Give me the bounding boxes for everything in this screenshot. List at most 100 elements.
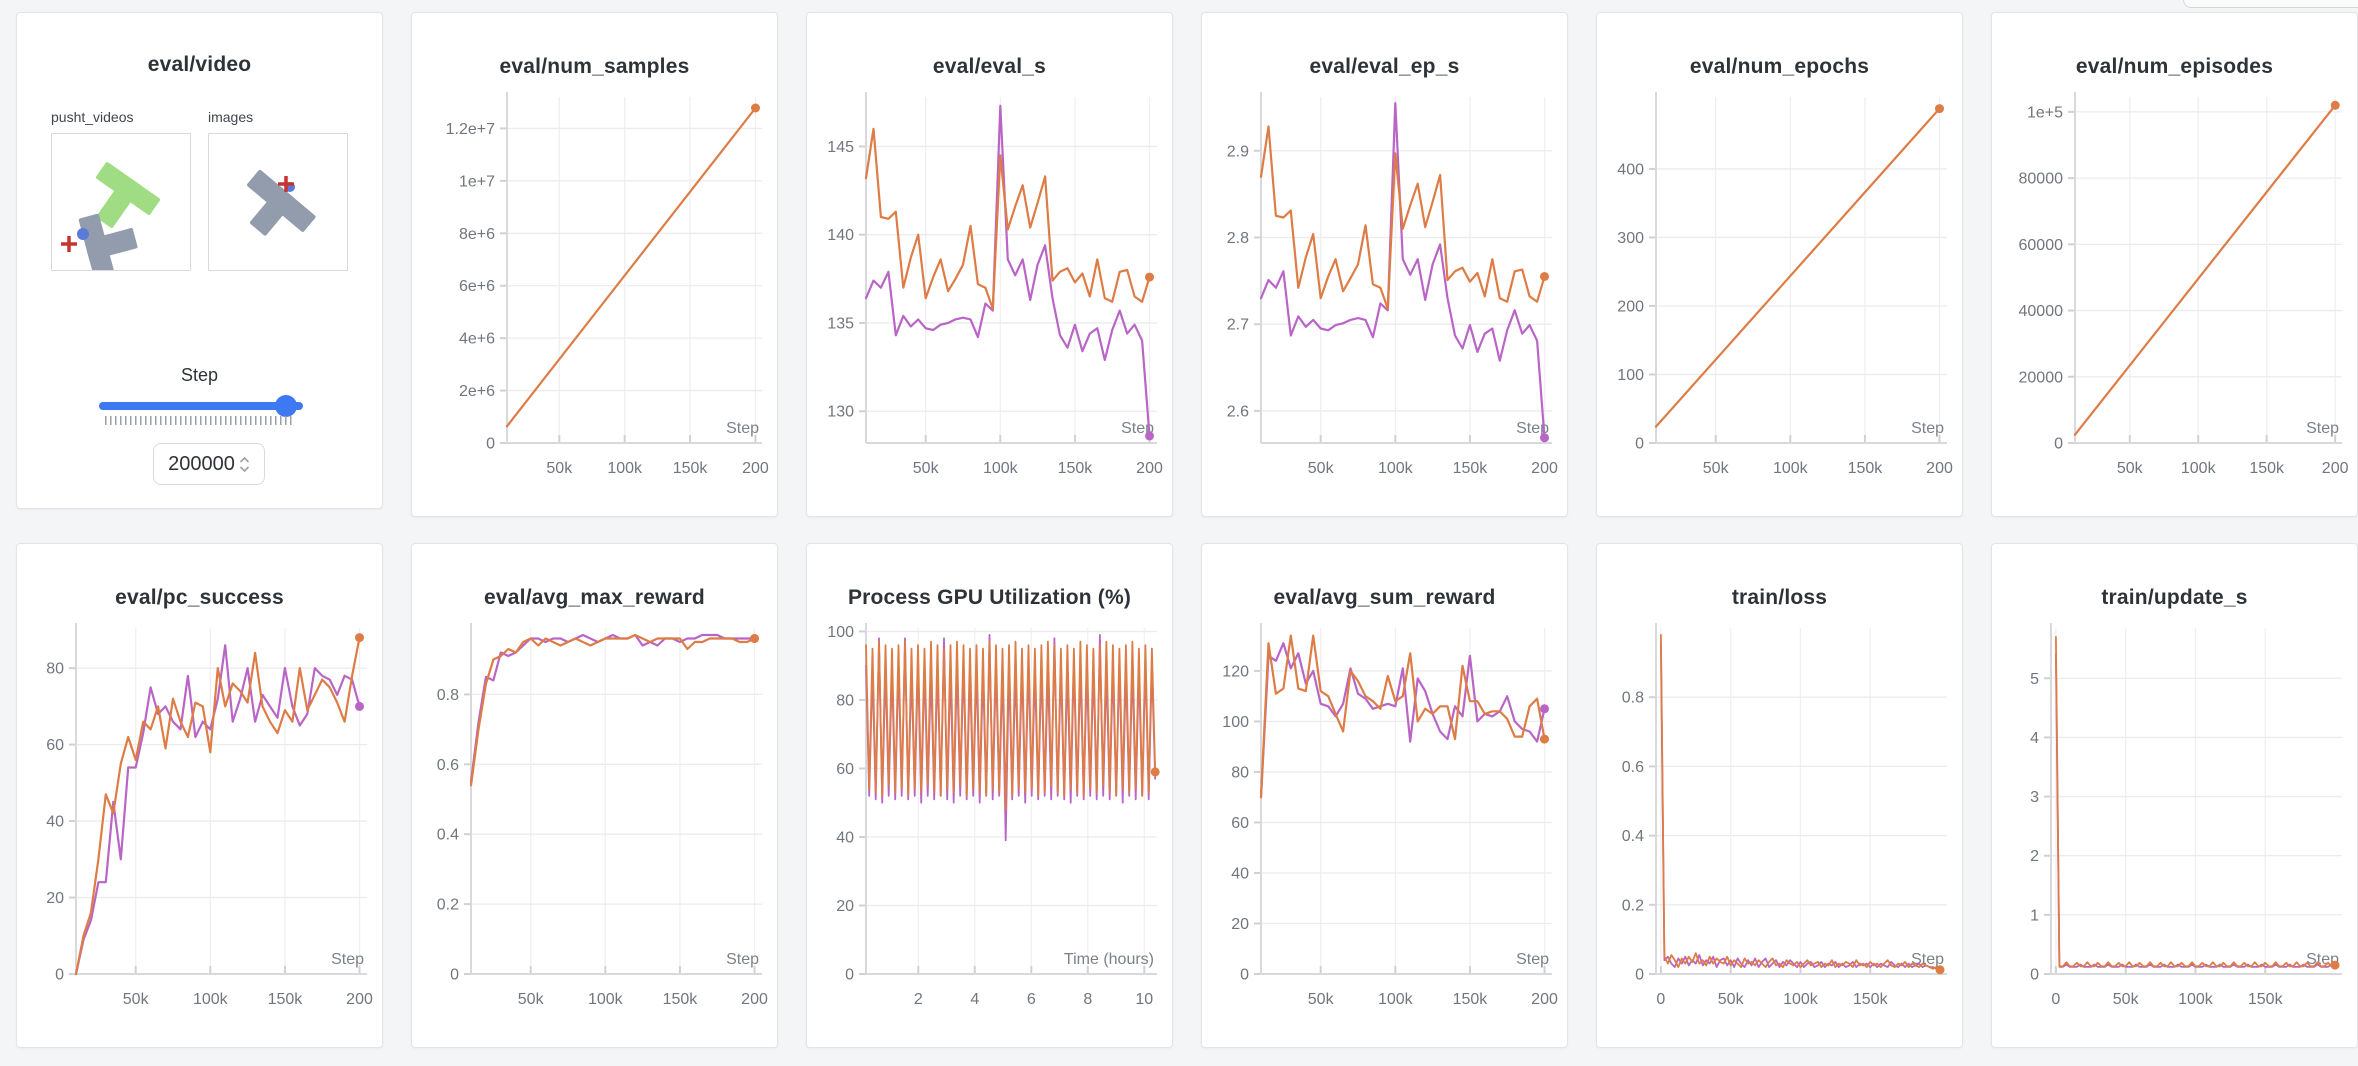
svg-text:150k: 150k — [663, 991, 699, 1008]
svg-text:200: 200 — [1617, 298, 1644, 315]
svg-text:130: 130 — [827, 404, 854, 421]
svg-text:1.2e+7: 1.2e+7 — [446, 121, 495, 138]
svg-text:20: 20 — [1231, 916, 1249, 933]
svg-text:40: 40 — [46, 814, 64, 831]
svg-text:120: 120 — [1222, 663, 1249, 680]
svg-text:2: 2 — [2030, 848, 2039, 865]
svg-text:4e+6: 4e+6 — [459, 331, 495, 348]
chart-title: eval/avg_sum_reward — [1273, 586, 1496, 609]
svg-text:0: 0 — [486, 436, 495, 453]
chart-plot[interactable]: 50k 100k 150k 200 0 20 40 60 80 Step — [20, 616, 379, 1028]
target-cross — [278, 176, 294, 192]
svg-text:100k: 100k — [588, 991, 624, 1008]
svg-text:100k: 100k — [193, 991, 229, 1008]
stepper-arrows[interactable] — [239, 456, 250, 473]
svg-text:0: 0 — [845, 967, 854, 984]
chart-panel-eval-pc-success: eval/pc_success 50k 100k 150k 200 0 20 40 60 80 S… — [16, 543, 383, 1048]
video-thumbnail-pusht[interactable] — [51, 133, 191, 283]
chart-title: eval/eval_s — [932, 55, 1047, 78]
chart-title: Process GPU Utilization (%) — [847, 586, 1132, 609]
chart-panel-process-gpu-utilization: Process GPU Utilization (%) 2 4 6 8 10 0 20 40 6… — [806, 543, 1173, 1048]
svg-text:100k: 100k — [2181, 460, 2217, 477]
chart-title: eval/pc_success — [115, 586, 284, 609]
svg-text:150k: 150k — [268, 991, 304, 1008]
svg-text:200: 200 — [346, 991, 373, 1008]
svg-text:Step: Step — [726, 420, 759, 437]
svg-text:200: 200 — [741, 991, 768, 1008]
slider-track[interactable] — [99, 402, 303, 410]
svg-text:100k: 100k — [607, 460, 643, 477]
svg-text:0.4: 0.4 — [1622, 828, 1644, 845]
svg-text:100k: 100k — [983, 460, 1019, 477]
svg-text:150k: 150k — [1453, 460, 1489, 477]
chart-panel-train-update-s: train/update_s 0 50k 100k 150k 0 1 2 3 4 5 Step — [1991, 543, 2358, 1048]
svg-text:150k: 150k — [2249, 460, 2285, 477]
svg-text:100k: 100k — [1773, 460, 1809, 477]
svg-text:0: 0 — [1656, 991, 1665, 1008]
step-value-input[interactable]: 200000 — [153, 443, 265, 485]
svg-text:20: 20 — [836, 898, 854, 915]
svg-text:135: 135 — [827, 315, 854, 332]
chevron-down-icon[interactable] — [239, 465, 250, 473]
slider-tick-marks — [105, 416, 295, 425]
chart-plot[interactable]: 50k 100k 150k 200 0 2e+6 4e+6 6e+6 8e+6 1e+7 1.2e+… — [415, 85, 774, 497]
svg-text:Step: Step — [2306, 420, 2339, 437]
chart-panel-eval-num-episodes: eval/num_episodes 50k 100k 150k 200 0 20000 40… — [1991, 12, 2358, 517]
chart-plot[interactable]: 50k 100k 150k 200 0 0.2 0.4 0.6 0.8 Step — [415, 616, 774, 1028]
chart-panel-eval-avg-sum-reward: eval/avg_sum_reward 50k 100k 150k 200 0 20 40 6… — [1201, 543, 1568, 1048]
panel-grid: eval/video pusht_videos — [16, 12, 2358, 1048]
svg-text:200: 200 — [742, 460, 769, 477]
svg-text:40: 40 — [836, 829, 854, 846]
svg-text:2.6: 2.6 — [1227, 403, 1249, 420]
target-cross — [61, 236, 77, 252]
chart-title: eval/num_samples — [499, 55, 690, 78]
svg-text:6e+6: 6e+6 — [459, 278, 495, 295]
images-scene — [247, 169, 316, 236]
svg-text:80: 80 — [1231, 764, 1249, 781]
svg-text:20: 20 — [46, 890, 64, 907]
chart-plot[interactable]: 50k 100k 150k 200 130 135 140 145 Step — [810, 85, 1169, 497]
svg-text:50k: 50k — [1703, 460, 1730, 477]
svg-text:Step: Step — [1911, 420, 1944, 437]
chart-panel-eval-avg-max-reward: eval/avg_max_reward 50k 100k 150k 200 0 0.2 0.… — [411, 543, 778, 1048]
step-slider-label: Step — [180, 365, 219, 385]
media-label-images: images — [208, 109, 254, 125]
svg-text:80: 80 — [836, 692, 854, 709]
svg-text:100: 100 — [1222, 714, 1249, 731]
svg-text:50k: 50k — [1718, 991, 1745, 1008]
chart-plot[interactable]: 50k 100k 150k 200 0 20 40 60 80 100 120 Step — [1205, 616, 1564, 1028]
svg-text:60000: 60000 — [2019, 237, 2064, 254]
step-slider[interactable] — [99, 395, 303, 417]
svg-text:200: 200 — [1531, 991, 1558, 1008]
gray-t-shape — [247, 169, 316, 236]
slider-knob[interactable] — [275, 395, 297, 417]
svg-text:50k: 50k — [123, 991, 150, 1008]
svg-text:0.2: 0.2 — [437, 897, 459, 914]
svg-text:2.7: 2.7 — [1227, 317, 1249, 334]
svg-text:0.6: 0.6 — [1622, 759, 1644, 776]
chevron-up-icon[interactable] — [239, 456, 250, 464]
svg-text:150k: 150k — [1453, 991, 1489, 1008]
svg-text:150k: 150k — [1848, 460, 1884, 477]
svg-text:145: 145 — [827, 139, 854, 156]
image-thumbnail[interactable] — [208, 133, 348, 271]
svg-text:300: 300 — [1617, 230, 1644, 247]
chart-panel-train-loss: train/loss 0 50k 100k 150k 0 0.2 0.4 0.6 0.8 Step — [1596, 543, 1963, 1048]
chart-plot[interactable]: 50k 100k 150k 200 0 100 200 300 400 Step — [1600, 85, 1959, 497]
chart-panel-eval-num-epochs: eval/num_epochs 50k 100k 150k 200 0 100 200 300… — [1596, 12, 1963, 517]
svg-text:5: 5 — [2030, 671, 2039, 688]
svg-text:200: 200 — [1136, 460, 1163, 477]
svg-text:200: 200 — [2322, 460, 2349, 477]
svg-text:4: 4 — [2030, 730, 2039, 747]
svg-text:150k: 150k — [1058, 460, 1094, 477]
svg-text:200: 200 — [1926, 460, 1953, 477]
svg-text:150k: 150k — [1853, 991, 1889, 1008]
svg-text:Time (hours): Time (hours) — [1064, 951, 1154, 968]
svg-text:6: 6 — [1027, 991, 1036, 1008]
panel-title: eval/video — [147, 53, 252, 76]
chart-plot[interactable]: 50k 100k 150k 200 2.6 2.7 2.8 2.9 Step — [1205, 85, 1564, 497]
chart-plot[interactable]: 50k 100k 150k 200 0 20000 40000 60000 80000 1e+5 S… — [1995, 85, 2354, 497]
